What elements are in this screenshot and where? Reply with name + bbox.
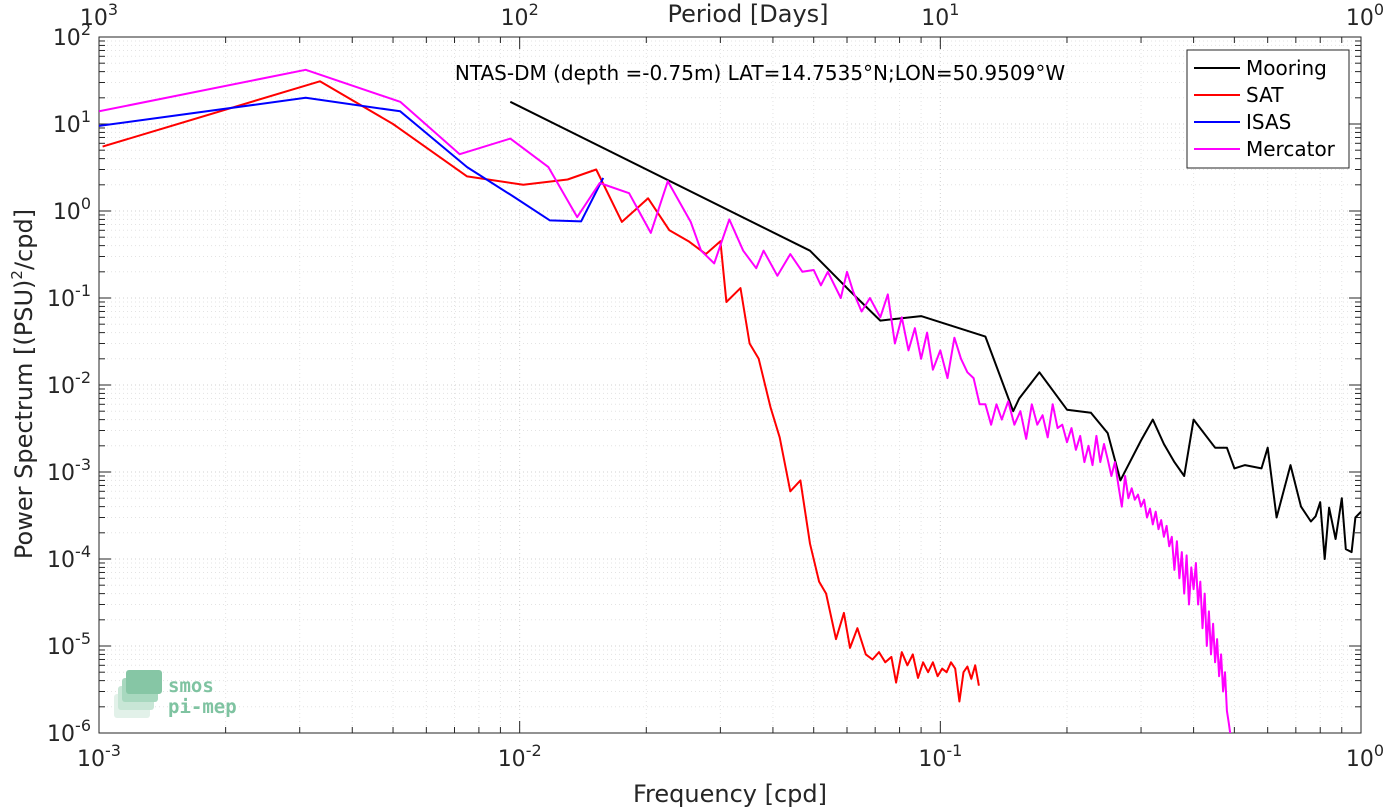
- x-tick-label: 10-3: [77, 741, 121, 772]
- x-tick-label: 10-1: [918, 741, 962, 772]
- x-tick-label-base: 10: [498, 747, 526, 772]
- x-tick-label-exp: -3: [105, 741, 121, 760]
- y-tick-label-base: 10: [47, 374, 75, 399]
- y-axis-title-sup: 2: [8, 270, 26, 280]
- x-tick-label-exp: -1: [946, 741, 962, 760]
- x-top-tick-label-base: 10: [80, 6, 108, 31]
- x-axis-title: Frequency [cpd]: [633, 780, 827, 808]
- smos-pi-mep-logo: smos pi-mep: [114, 670, 237, 718]
- series-line-mercator: [99, 68, 1232, 733]
- legend-label-mercator: Mercator: [1246, 137, 1336, 161]
- x-top-tick-label: 100: [1346, 0, 1383, 31]
- axes: [98, 36, 1362, 734]
- y-tick-label: 10-2: [47, 368, 91, 399]
- x-top-tick-label: 101: [921, 0, 959, 31]
- x-tick-label: 10-2: [498, 741, 542, 772]
- x-top-tick-label-exp: 3: [108, 0, 118, 19]
- y-tick-label: 101: [53, 107, 91, 138]
- y-tick-label-exp: -2: [75, 368, 91, 387]
- legend-label-sat: SAT: [1246, 83, 1284, 107]
- y-tick-label-base: 10: [47, 287, 75, 312]
- legend-label-isas: ISAS: [1246, 110, 1291, 134]
- smos-logo-mark: [114, 670, 162, 718]
- grid: [98, 36, 1362, 734]
- x-top-tick-label: 103: [80, 0, 118, 31]
- legend-label-mooring: Mooring: [1246, 56, 1327, 80]
- x-tick-label-exp: 0: [1374, 741, 1383, 760]
- y-tick-label-exp: 2: [81, 20, 91, 39]
- y-tick-label-exp: -5: [75, 629, 91, 648]
- y-axis-title: Power Spectrum [(PSU)2/cpd]: [8, 209, 38, 559]
- y-tick-label-base: 10: [47, 548, 75, 573]
- chart-title: NTAS-DM (depth =-0.75m) LAT=14.7535°N;LO…: [455, 61, 1065, 85]
- y-axis-title-tail: /cpd]: [10, 209, 38, 270]
- x-top-tick-label-base: 10: [921, 6, 949, 31]
- logo-text-smos: smos: [168, 675, 214, 697]
- x-tick-label-base: 10: [918, 747, 946, 772]
- y-tick-label-base: 10: [47, 635, 75, 660]
- series-line-sat: [102, 80, 980, 703]
- y-tick-label-base: 10: [53, 26, 81, 51]
- x-top-tick-label-base: 10: [501, 6, 529, 31]
- y-tick-label: 102: [53, 20, 91, 51]
- x-top-tick-label-exp: 1: [949, 0, 959, 19]
- y-tick-label: 10-6: [47, 716, 91, 747]
- y-tick-label-exp: -4: [75, 542, 91, 561]
- y-tick-label-exp: -3: [75, 455, 91, 474]
- y-tick-label-base: 10: [47, 461, 75, 486]
- x-top-tick-label: 102: [501, 0, 539, 31]
- y-tick-label-base: 10: [53, 200, 81, 225]
- y-tick-label: 10-4: [47, 542, 91, 573]
- logo-text-pi-mep: pi-mep: [168, 696, 237, 718]
- y-tick-label-exp: -6: [75, 716, 91, 735]
- y-tick-label-exp: 0: [81, 194, 91, 213]
- y-tick-label-exp: 1: [81, 107, 91, 126]
- x-top-tick-label-base: 10: [1346, 6, 1374, 31]
- y-axis-title-base: Power Spectrum [(PSU): [10, 280, 38, 559]
- x-top-tick-label-exp: 2: [529, 0, 539, 19]
- y-tick-label: 10-3: [47, 455, 91, 486]
- y-tick-label-base: 10: [47, 722, 75, 747]
- x-tick-label-exp: -2: [526, 741, 542, 760]
- y-tick-label: 10-5: [47, 629, 91, 660]
- x-tick-label: 100: [1346, 741, 1383, 772]
- legend: Mooring SAT ISAS Mercator: [1186, 49, 1350, 169]
- y-tick-label-base: 10: [53, 113, 81, 138]
- x-top-axis-title: Period [Days]: [667, 0, 828, 28]
- x-tick-label-base: 10: [1346, 747, 1374, 772]
- x-tick-label-base: 10: [77, 747, 105, 772]
- y-tick-label: 100: [53, 194, 91, 225]
- y-tick-label: 10-1: [47, 281, 91, 312]
- series-line-mooring: [509, 100, 1361, 560]
- series-lines: [99, 68, 1361, 733]
- series-line-isas: [99, 96, 605, 223]
- x-top-tick-label-exp: 0: [1374, 0, 1383, 19]
- y-tick-label-exp: -1: [75, 281, 91, 300]
